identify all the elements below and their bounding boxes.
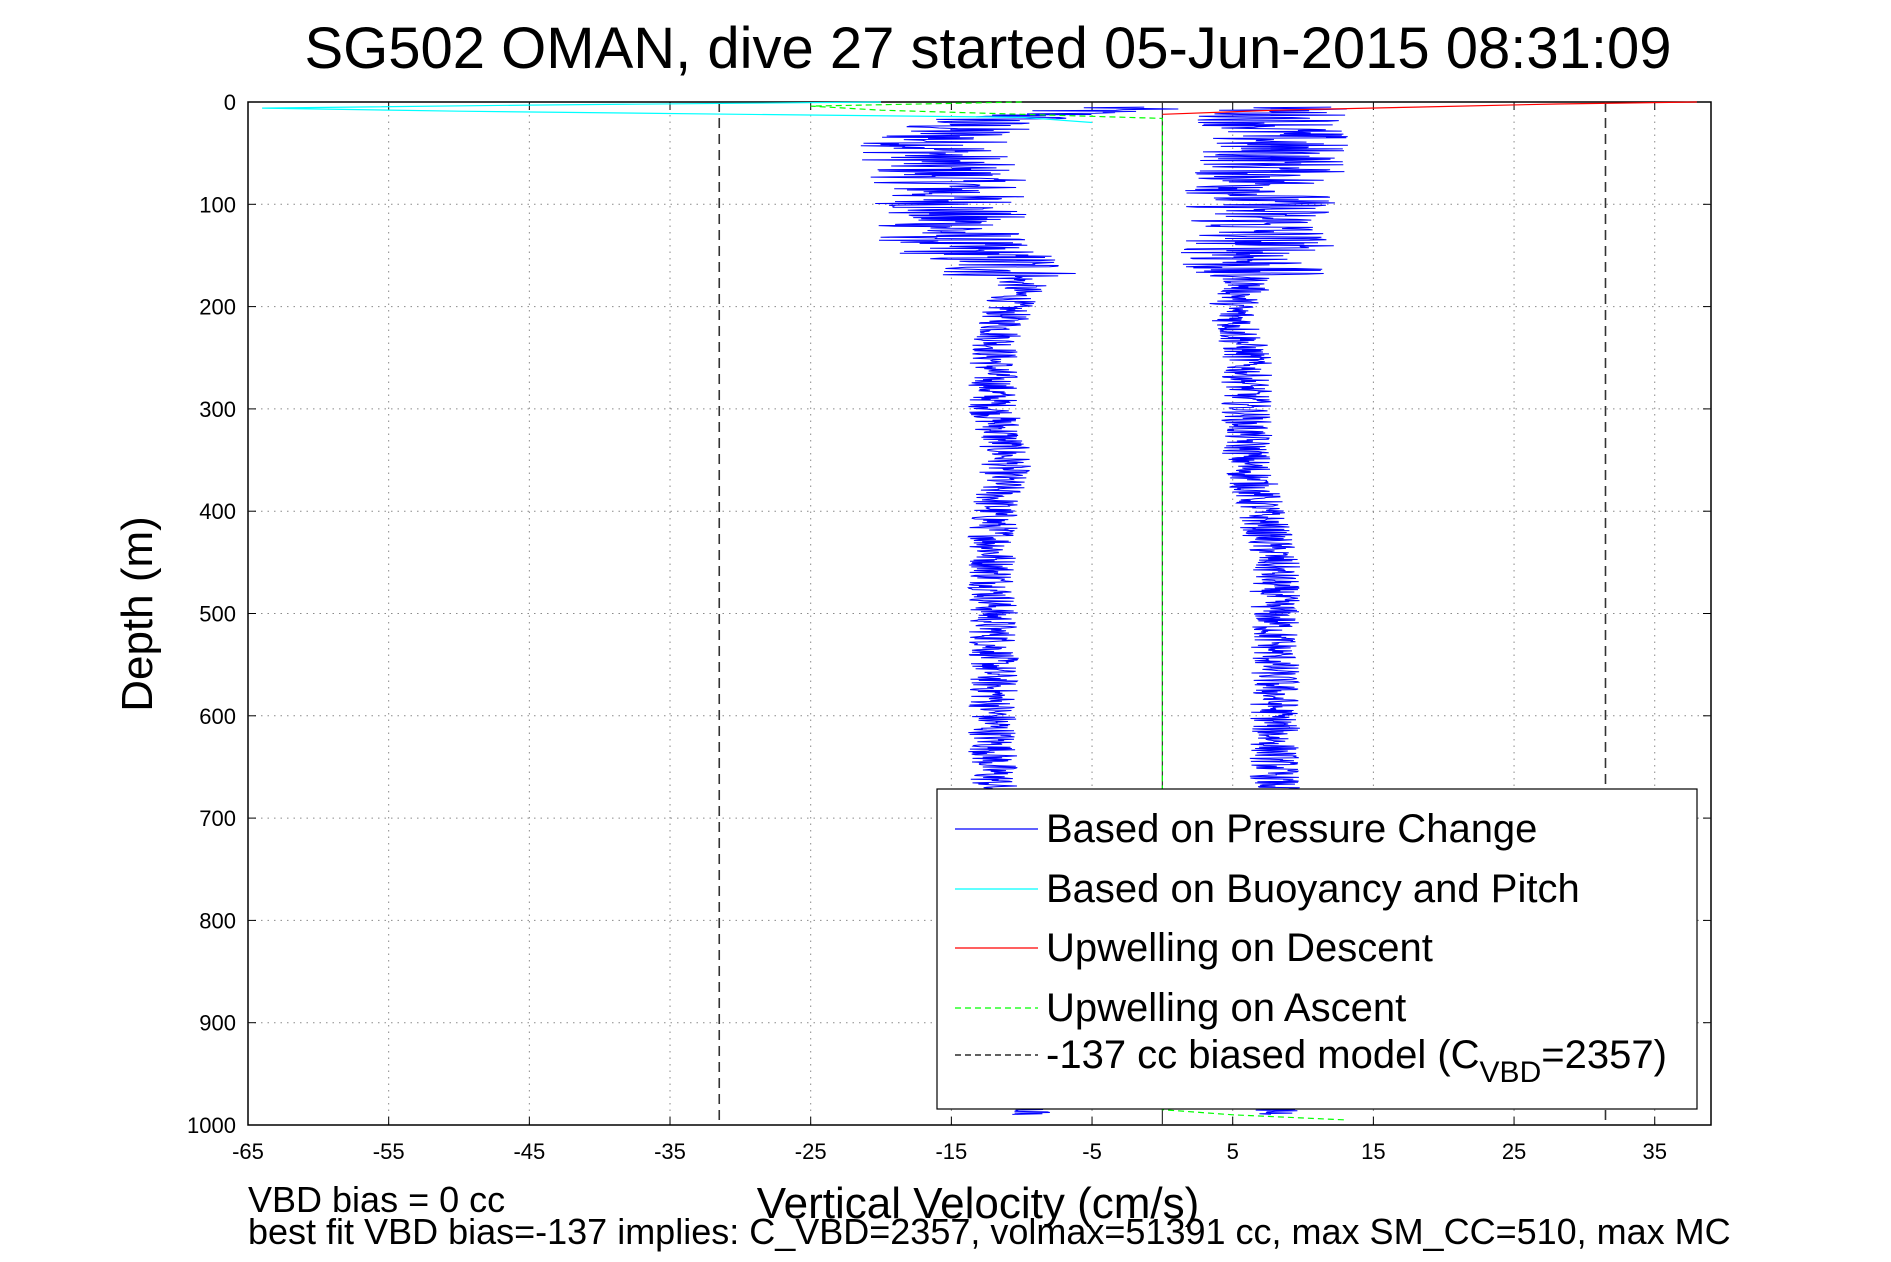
legend: Based on Pressure Change Based on Buoyanc…: [936, 788, 1698, 1110]
legend-label: Based on Buoyancy and Pitch: [1046, 867, 1580, 911]
x-tick-label: 15: [1361, 1139, 1385, 1164]
x-tick-label: -65: [232, 1139, 264, 1164]
x-tick-label: -25: [795, 1139, 827, 1164]
y-tick-label: 900: [199, 1011, 236, 1036]
upwelling-on-descent-line: [1162, 101, 1697, 115]
x-tick-label: 5: [1227, 1139, 1239, 1164]
y-tick-label: 100: [199, 192, 236, 217]
x-tick-label: 25: [1502, 1139, 1526, 1164]
footnote-vbd-bias: VBD bias = 0 cc: [248, 1179, 505, 1220]
y-tick-label: 500: [199, 602, 236, 627]
y-tick-label: 0: [224, 90, 236, 115]
upwelling-on-ascent-line: [810, 101, 1346, 1121]
y-tick-label: 800: [199, 908, 236, 933]
legend-label: Upwelling on Descent: [1046, 926, 1433, 970]
y-tick-label: 200: [199, 295, 236, 320]
legend-label: -137 cc biased model (CVBD=2357): [1046, 1033, 1667, 1089]
x-tick-label: -45: [513, 1139, 545, 1164]
x-tick-label: 35: [1642, 1139, 1666, 1164]
footnote-best-fit: best fit VBD bias=-137 implies: C_VBD=23…: [248, 1211, 1731, 1252]
legend-label: Upwelling on Ascent: [1046, 986, 1406, 1030]
y-tick-label: 300: [199, 397, 236, 422]
x-axis-label: Vertical Velocity (cm/s): [757, 1179, 1200, 1228]
y-tick-label: 600: [199, 704, 236, 729]
based-on-buoyancy-and-pitch-line: [262, 101, 1093, 124]
x-tick-label: -55: [373, 1139, 405, 1164]
y-axis-ticks: 0 100 200 300 400 500 600 700 800 900 1000: [187, 90, 1711, 1138]
y-axis-label: Depth (m): [113, 516, 162, 712]
legend-box: [936, 788, 1698, 1110]
y-tick-label: 400: [199, 499, 236, 524]
x-tick-label: -35: [654, 1139, 686, 1164]
y-tick-label: 700: [199, 806, 236, 831]
x-tick-label: -5: [1082, 1139, 1102, 1164]
chart-title: SG502 OMAN, dive 27 started 05-Jun-2015 …: [304, 16, 1671, 81]
y-tick-label: 1000: [187, 1113, 236, 1138]
legend-label: Based on Pressure Change: [1046, 807, 1537, 851]
x-tick-label: -15: [935, 1139, 967, 1164]
x-axis-ticks: -65 -55 -45 -35 -25 -15 -5 5 15 25 35: [232, 102, 1667, 1164]
